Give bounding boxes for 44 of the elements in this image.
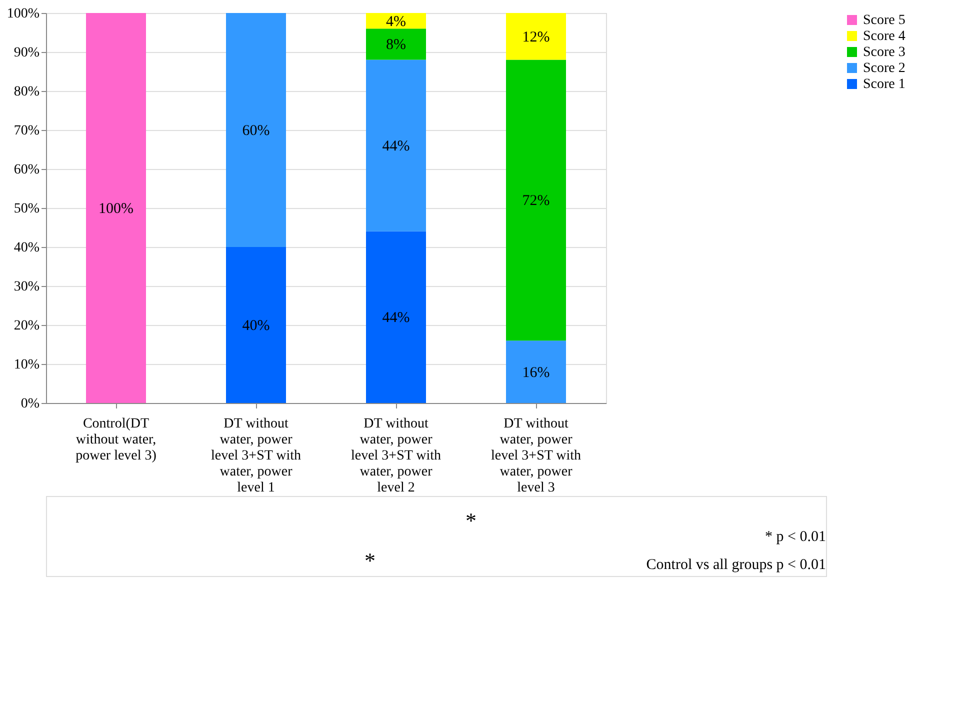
bar [366,60,426,232]
legend-label: Score 1 [863,77,906,92]
y-tick-label: 60% [14,162,40,178]
x-tick-label: DT without water, power level 3+ST with water, power level 3 [490,416,582,496]
bar [226,247,286,403]
legend-label: Score 3 [863,45,906,60]
y-tick-label: 50% [14,202,40,216]
y-tick-label: 80% [14,84,40,100]
bar [506,13,566,60]
legend-label: Score 4 [863,29,906,44]
text: * p < 0.01 [765,529,826,545]
data-label: 16% [522,364,550,381]
y-tick-label: 40% [14,240,40,256]
data-label: 72% [522,193,550,210]
bar [366,28,426,60]
data-label: 40% [242,318,270,334]
y-tick-label: 20% [14,318,40,334]
bar [226,13,286,247]
x-tick-label: DT without water, power level 3+ST with water, power level 1 [210,416,302,496]
bar [366,13,426,29]
y-tick-label: 90% [14,46,40,60]
bar [506,340,566,403]
y-tick-label: 70% [14,124,40,138]
data-label: 44% [382,138,410,155]
legend-label: Score 2 [863,61,906,76]
y-tick-label: 100% [6,6,40,22]
bar [366,231,426,403]
data-label: 8% [386,37,406,54]
text: * [364,548,376,573]
x-tick-label: DT without water, power level 3+ST with water, power level 2 [350,416,442,496]
data-label: 4% [386,14,406,30]
y-tick-label: 10% [14,358,40,372]
y-tick-label: 30% [14,280,40,294]
bar [506,60,566,341]
x-tick-label: Control(DT without water, power level 3) [76,416,157,464]
data-label: 12% [522,29,550,46]
legend-label: Score 5 [863,13,906,28]
data-label: 60% [242,123,270,139]
text: * [466,508,476,533]
bar [86,13,146,403]
data-label: 100% [98,201,134,217]
y-tick-label: 0% [20,396,40,412]
text: Control vs all groups p < 0.01 [646,557,826,573]
data-label: 44% [382,310,410,326]
